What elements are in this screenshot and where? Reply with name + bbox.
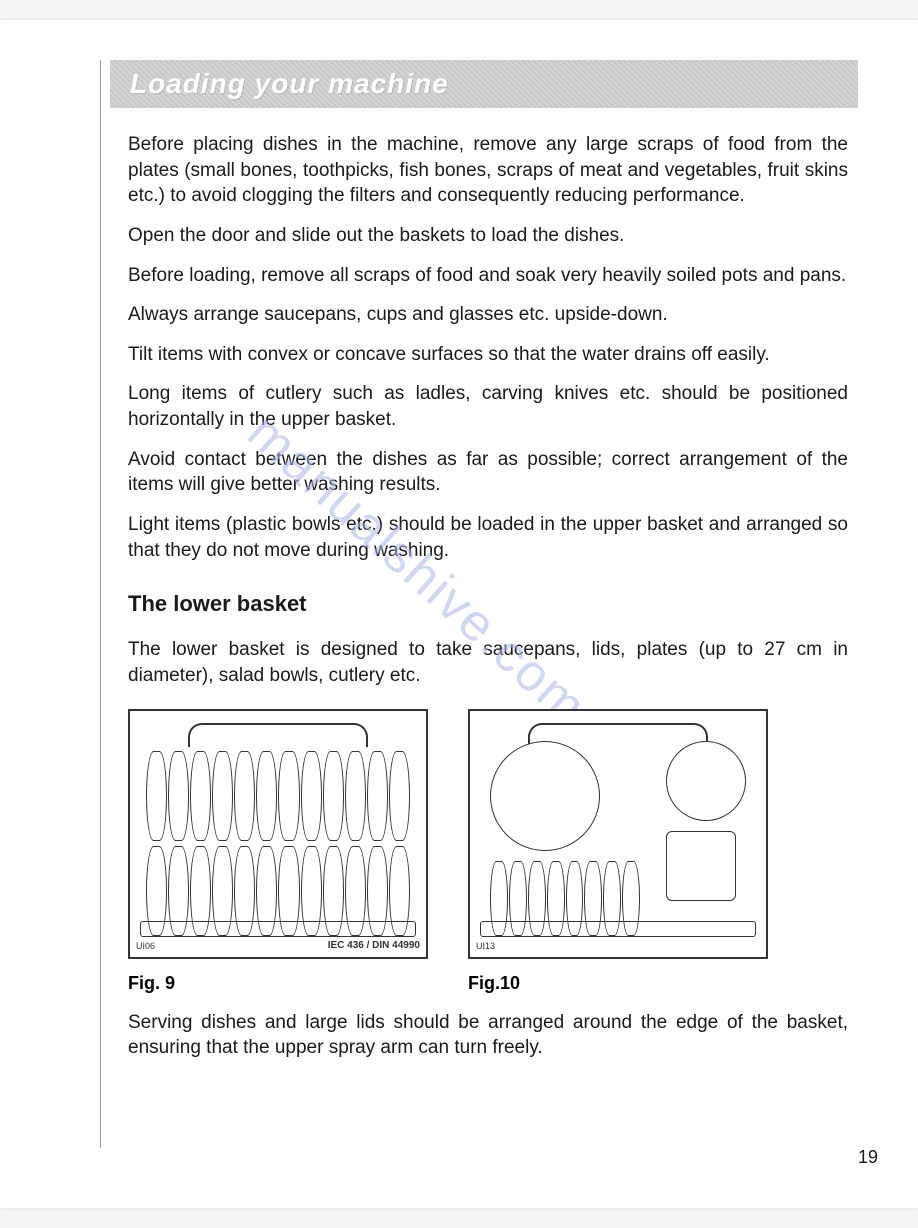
plate-icon	[278, 751, 299, 841]
figure-10-image: UI13	[468, 709, 768, 959]
paragraph: Before loading, remove all scraps of foo…	[128, 263, 848, 289]
plate-icon	[345, 751, 366, 841]
paragraph: The lower basket is designed to take sau…	[128, 637, 848, 688]
paragraph: Avoid contact between the dishes as far …	[128, 447, 848, 498]
pot-icon	[666, 831, 736, 901]
lid-icon	[666, 741, 746, 821]
rack-handle-icon	[188, 723, 368, 747]
plate-icon	[212, 751, 233, 841]
section-heading: The lower basket	[128, 591, 848, 617]
figure-caption: Fig. 9	[128, 973, 428, 994]
page-number: 19	[858, 1147, 878, 1168]
margin-rule	[100, 60, 101, 1148]
plate-icon	[367, 751, 388, 841]
figure-9-image: UI06 IEC 436 / DIN 44990	[128, 709, 428, 959]
manual-page: manualshive.com Loading your machine Bef…	[0, 20, 918, 1208]
paragraph: Always arrange saucepans, cups and glass…	[128, 302, 848, 328]
plate-icon	[234, 751, 255, 841]
plate-icon	[301, 751, 322, 841]
figure-code: UI06	[136, 941, 155, 951]
figure-9: UI06 IEC 436 / DIN 44990 Fig. 9	[128, 709, 428, 994]
paragraph: Tilt items with convex or concave surfac…	[128, 342, 848, 368]
figure-10: UI13 Fig.10	[468, 709, 768, 994]
header-banner: Loading your machine	[110, 60, 858, 108]
figure-caption: Fig.10	[468, 973, 768, 994]
paragraph: Open the door and slide out the baskets …	[128, 223, 848, 249]
paragraph: Light items (plastic bowls etc.) should …	[128, 512, 848, 563]
figure-code: UI13	[476, 941, 495, 951]
header-title: Loading your machine	[130, 68, 838, 100]
plates-row	[146, 751, 410, 841]
rack-base-icon	[140, 921, 416, 937]
page-content: Before placing dishes in the machine, re…	[100, 132, 858, 1061]
plate-icon	[323, 751, 344, 841]
plate-icon	[389, 751, 410, 841]
rack-base-icon	[480, 921, 756, 937]
figures-row: UI06 IEC 436 / DIN 44990 Fig. 9 UI13	[128, 709, 848, 994]
plate-icon	[190, 751, 211, 841]
plate-icon	[146, 751, 167, 841]
paragraph: Before placing dishes in the machine, re…	[128, 132, 848, 209]
paragraph: Serving dishes and large lids should be …	[128, 1010, 848, 1061]
figure-standard: IEC 436 / DIN 44990	[328, 940, 420, 951]
plate-icon	[256, 751, 277, 841]
paragraph: Long items of cutlery such as ladles, ca…	[128, 381, 848, 432]
plate-icon	[168, 751, 189, 841]
lid-icon	[490, 741, 600, 851]
